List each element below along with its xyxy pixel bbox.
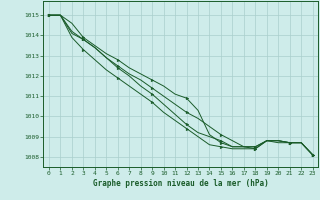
X-axis label: Graphe pression niveau de la mer (hPa): Graphe pression niveau de la mer (hPa)	[93, 179, 269, 188]
